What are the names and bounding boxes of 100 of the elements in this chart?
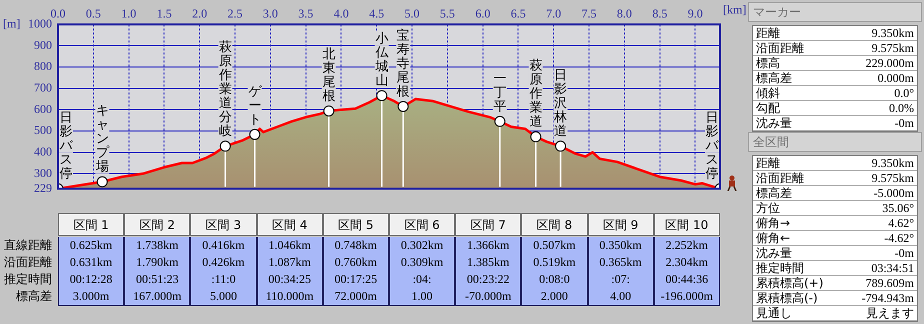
text: 2.304km [664, 254, 709, 271]
text: 0.631km [68, 254, 114, 271]
text: マーカー [748, 2, 922, 22]
annotation: 日影バス停 [58, 110, 74, 182]
text: 見えます [866, 306, 914, 320]
annotation: 小仏城山 [374, 31, 390, 88]
text: 沿面距離 [756, 41, 804, 55]
text: 0:08:0 [538, 270, 571, 288]
y-tick-label: 229 [34, 180, 52, 195]
annotation: 宝寿寺尾根 [396, 27, 410, 100]
text: :11:0 [210, 270, 237, 288]
annotation: 日影バス停 [704, 110, 720, 182]
x-tick-label: 3.5 [298, 6, 314, 20]
text: 距離 [756, 26, 780, 40]
text: -4.62° [884, 231, 914, 245]
text: 標高差 [756, 186, 792, 200]
y-tick-label: 500 [34, 123, 52, 138]
point [555, 140, 566, 152]
text: 1.366km [466, 236, 510, 254]
text: 9.575km [872, 41, 914, 55]
text: 0.760km [334, 254, 378, 271]
text: 距離 [756, 156, 780, 170]
text: 1.738km [135, 236, 180, 254]
text: 0.350km [598, 236, 643, 254]
x-tick-label: 8.5 [652, 6, 668, 20]
text: 区間 6 [388, 212, 456, 236]
text: 789.609m [866, 276, 914, 290]
annotation: 萩原作業道 [528, 58, 542, 130]
text: -5.000m [874, 186, 914, 200]
x-tick-label: 7.5 [582, 6, 597, 20]
text: 0.625km [68, 236, 114, 254]
text: 0.426km [201, 254, 246, 271]
text: 00:23:22 [466, 270, 511, 288]
text: 0.000m [878, 71, 914, 85]
text: 0.365km [598, 254, 643, 271]
x-tick-label: 2.5 [228, 6, 243, 20]
text: 0.416km [201, 236, 246, 254]
text: 俯角→ [756, 216, 790, 230]
text: 00:34:25 [267, 270, 312, 288]
text: 区間 10 [654, 212, 720, 236]
point [96, 176, 108, 188]
point [323, 105, 334, 116]
x-tick-label: 6.0 [475, 6, 490, 20]
text: 区間 5 [322, 212, 389, 236]
x-tick-label: 0.5 [86, 6, 101, 20]
x-tick-label: 5.5 [440, 6, 455, 20]
x-tick-label: 2.0 [192, 6, 208, 20]
text: 9.350km [872, 156, 914, 170]
x-tick-label: 8.0 [616, 6, 632, 20]
text: 3.000m [72, 288, 110, 305]
text: 区間 9 [588, 212, 654, 236]
text: 0.519km [532, 254, 577, 271]
text: :04: [412, 270, 432, 288]
text: 全区間 [748, 132, 922, 152]
text: 167.000m [132, 288, 182, 305]
text: 00:44:36 [664, 270, 710, 288]
text: 9.575km [872, 171, 914, 185]
x-tick-label: 4.0 [334, 6, 349, 20]
text: 標高差 [756, 71, 792, 85]
point [376, 90, 388, 102]
text: 00:12:28 [68, 270, 114, 288]
text: 00:51:23 [134, 270, 180, 288]
text: 沿面距離 [3, 254, 52, 271]
text: 推定時間 [3, 270, 52, 288]
text: 0.0° [894, 86, 914, 100]
annotation: 一丁平 [493, 71, 506, 114]
text: 累積標高(-) [756, 291, 818, 305]
text: 区間 4 [256, 212, 323, 236]
x-tick-label: 1.0 [121, 6, 136, 20]
y-tick-label: 800 [34, 59, 52, 74]
text: 1.087km [267, 254, 312, 271]
point [494, 116, 506, 127]
text: 見通し [756, 306, 792, 320]
text: 5.000 [208, 288, 238, 305]
text: 9.350km [872, 26, 914, 40]
text: 0.0% [889, 101, 914, 115]
text: 区間 1 [58, 212, 124, 236]
annotation: キャンプ場 [94, 104, 110, 175]
x-tick-label: 6.5 [510, 6, 526, 20]
text: 0.302km [400, 236, 444, 254]
text: 推定時間 [756, 261, 804, 275]
x-tick-label: 7.0 [546, 6, 562, 20]
text: 勾配 [756, 101, 780, 115]
text: 2.252km [664, 236, 709, 254]
text: 直線距離 [3, 236, 52, 254]
y-tick-label: 600 [34, 102, 52, 116]
text: 累積標高(+) [756, 276, 824, 290]
text: 00:17:25 [334, 270, 378, 288]
text: 4.62° [888, 216, 914, 230]
text: 沿面距離 [756, 171, 804, 185]
text: 標高 [756, 56, 780, 70]
x-tick-label: 3.0 [262, 6, 278, 20]
annotation: 日影沢林道 [553, 68, 568, 140]
y-axis-title: [m] [3, 16, 20, 31]
annotation: 萩原作業道分岐 [218, 40, 232, 140]
text: 区間 7 [455, 212, 522, 236]
point [530, 131, 542, 142]
text: 標高差 [15, 288, 52, 305]
text: -0m [894, 116, 914, 130]
text: 03:34:51 [871, 261, 914, 275]
